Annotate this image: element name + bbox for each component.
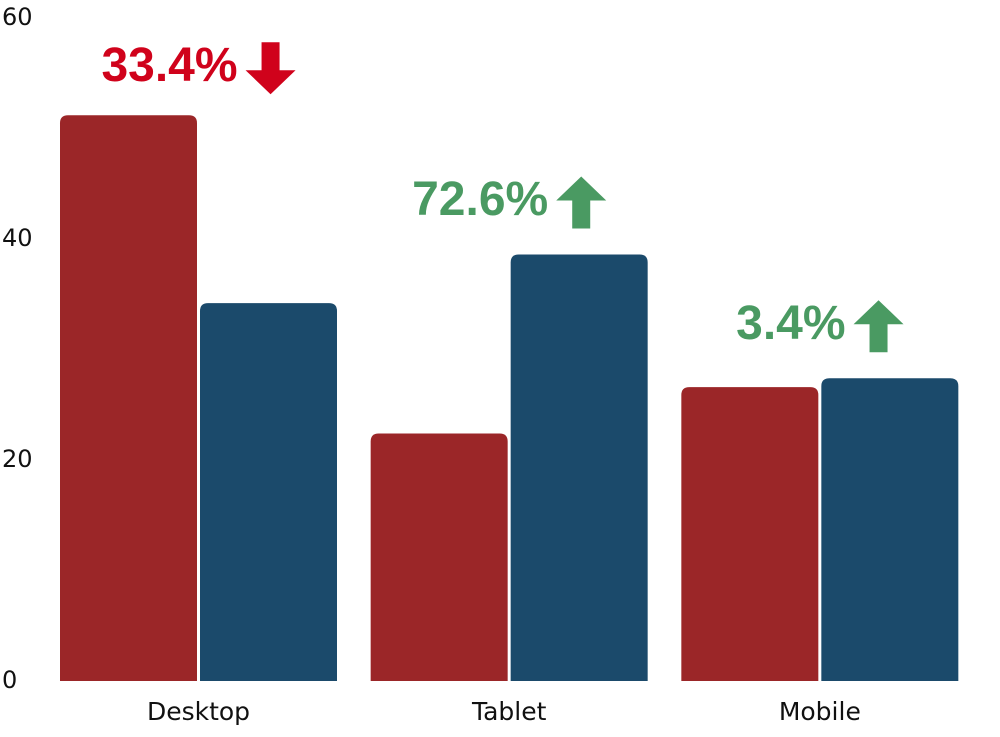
bar [681, 387, 819, 681]
x-tick-label: Tablet [471, 697, 547, 726]
change-annotation: 72.6% [412, 173, 548, 226]
bar [200, 303, 337, 681]
y-tick-label: 20 [2, 445, 33, 473]
y-tick-label: 40 [2, 224, 33, 252]
x-tick-label: Mobile [779, 697, 861, 726]
change-arrow [853, 300, 904, 353]
y-tick-label: 60 [2, 3, 33, 31]
bar [60, 115, 197, 682]
y-tick-label: 0 [2, 666, 17, 694]
change-annotation: 33.4% [101, 39, 237, 92]
change-arrow [556, 176, 607, 229]
bar [370, 433, 508, 681]
bar [821, 378, 959, 681]
x-tick-label: Desktop [147, 697, 250, 726]
change-annotation: 3.4% [736, 297, 845, 350]
change-arrow [245, 42, 296, 95]
bar [510, 254, 648, 681]
